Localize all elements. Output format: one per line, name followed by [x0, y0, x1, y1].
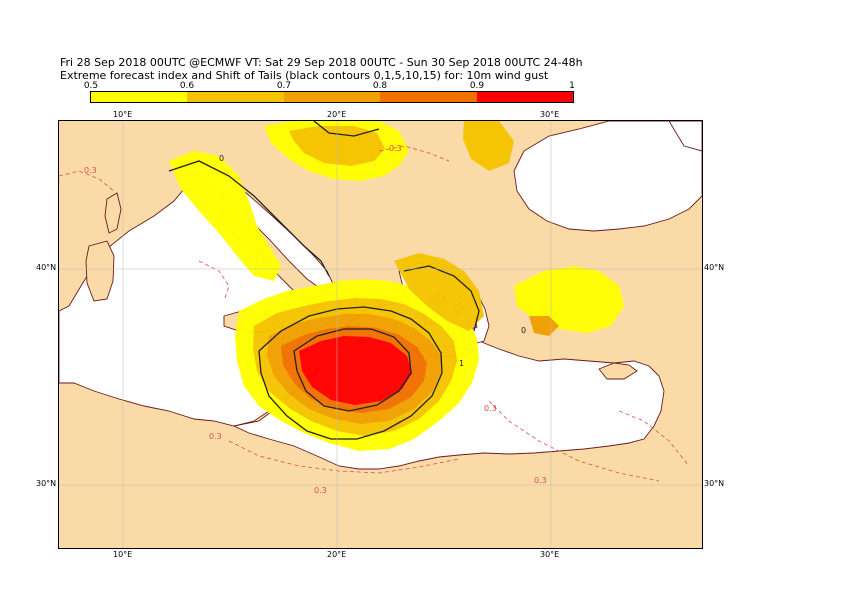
lon-label-bottom: 10°E [113, 550, 133, 559]
legend-swatch [476, 92, 574, 102]
map-title-line2: Extreme forecast index and Shift of Tail… [60, 69, 549, 82]
lon-label-bottom: 20°E [327, 550, 347, 559]
legend-label: 0.6 [179, 81, 195, 91]
legend-label: 1 [569, 81, 575, 91]
map-svg: 0.3 0.3 0.3 0.3 0.3 0.3 0 0 1 [59, 121, 702, 548]
legend-label: 0.7 [276, 81, 292, 91]
efi-03-contour [59, 170, 115, 192]
lat-label-right: 40°N [704, 263, 725, 272]
lat-label-left: 30°N [36, 479, 57, 488]
color-legend-bar [90, 91, 574, 103]
efi-upper-right [463, 121, 514, 171]
contour-label: 0 [219, 154, 224, 163]
sot-contour-outer [258, 306, 443, 440]
lon-label-top: 10°E [113, 110, 133, 119]
lon-label-bottom: 30°E [540, 550, 560, 559]
efi-03-contour [618, 410, 690, 467]
efi-09-area [299, 336, 412, 405]
contour-label: 0.3 [534, 476, 547, 485]
efi-03-contour [228, 440, 460, 474]
efi-03-contours [59, 145, 690, 482]
sot-contours [168, 121, 480, 440]
contour-label: 1 [459, 359, 464, 368]
sardinia [85, 240, 115, 302]
legend-swatch [283, 92, 381, 102]
sot-contour-balkans [168, 160, 330, 277]
legend-swatch [187, 92, 284, 102]
contour-label: 0.3 [484, 404, 497, 413]
contour-label: 0.3 [389, 144, 402, 153]
efi-03-contour [488, 400, 660, 482]
lat-label-right: 30°N [704, 479, 725, 488]
efi-italy [169, 151, 281, 281]
black-sea [513, 121, 702, 232]
efi-aegean [394, 253, 484, 331]
lat-label-left: 40°N [36, 263, 57, 272]
sea-upper-right [668, 121, 702, 152]
map-panel: 0.3 0.3 0.3 0.3 0.3 0.3 0 0 1 [58, 120, 703, 549]
lon-label-top: 20°E [327, 110, 347, 119]
sot-contour-north [313, 121, 380, 137]
sot-contour-inner [293, 328, 412, 412]
lon-label-top: 30°E [540, 110, 560, 119]
legend-label: 0.8 [372, 81, 388, 91]
sot-contour-aegean [403, 265, 480, 332]
contour-label: 0.3 [209, 432, 222, 441]
cyprus [598, 362, 638, 380]
efi-03-contour [198, 260, 230, 302]
legend-label: 0.5 [83, 81, 99, 91]
contour-label: 0 [521, 326, 526, 335]
map-title-line1: Fri 28 Sep 2018 00UTC @ECMWF VT: Sat 29 … [60, 56, 583, 69]
graticule [59, 121, 702, 548]
efi-shading [169, 121, 624, 451]
efi-anatolia-inner [529, 316, 559, 336]
contour-label: 0.3 [314, 486, 327, 495]
legend-label: 0.9 [469, 81, 485, 91]
corsica [104, 192, 122, 234]
legend-swatch [91, 92, 188, 102]
efi-03-contour [378, 145, 450, 162]
legend-swatch [380, 92, 477, 102]
contour-label: 0.3 [84, 166, 97, 175]
